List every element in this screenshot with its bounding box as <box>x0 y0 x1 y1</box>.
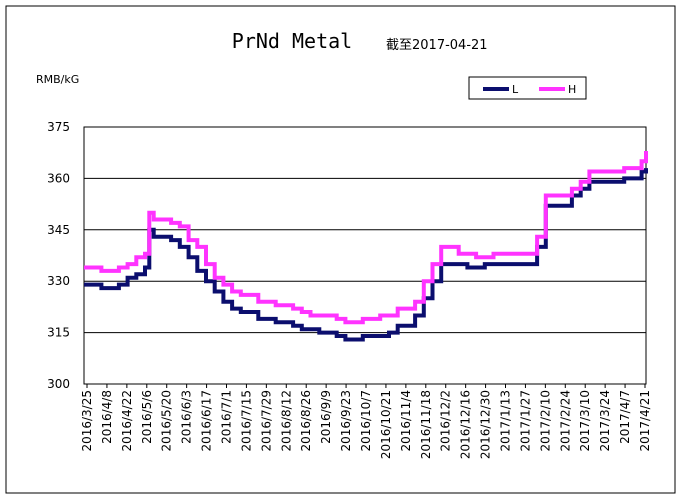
legend: L H <box>468 76 587 100</box>
x-tick-label: 2016/9/23 <box>339 390 353 452</box>
x-tick-label: 2016/4/22 <box>120 390 134 452</box>
chart-subtitle: 截至2017-04-21 <box>386 38 488 53</box>
x-tick-label: 2016/3/25 <box>80 390 94 452</box>
gridlines <box>84 177 646 334</box>
x-tick-label: 2017/2/24 <box>558 390 572 452</box>
y-axis-ticks: 375 360 345 330 315 300 <box>47 120 70 391</box>
x-tick-label: 2017/1/13 <box>499 390 513 452</box>
series-line-h <box>84 151 648 325</box>
legend-box <box>468 76 587 100</box>
x-tick-label: 2016/7/1 <box>220 390 234 444</box>
x-tick-label: 2017/4/7 <box>618 390 632 444</box>
legend-label-h: H <box>568 83 576 96</box>
y-tick-label: 330 <box>47 274 70 288</box>
x-tick-label: 2017/3/10 <box>578 390 592 452</box>
x-tick-label: 2017/2/10 <box>538 390 552 452</box>
series-lines <box>84 151 648 342</box>
x-tick-label: 2016/5/20 <box>160 390 174 452</box>
x-tick-label: 2016/6/17 <box>200 390 214 452</box>
x-tick-label: 2016/12/2 <box>439 390 453 452</box>
x-tick-label: 2016/11/4 <box>399 390 413 452</box>
x-tick-label: 2016/12/30 <box>479 390 493 459</box>
x-tick-label: 2017/1/27 <box>518 390 532 452</box>
y-tick-label: 360 <box>47 171 70 185</box>
chart-title: PrNd Metal <box>232 29 352 53</box>
y-axis-unit-label: RMB/kG <box>36 73 79 86</box>
y-tick-label: 345 <box>47 223 70 237</box>
y-tick-label: 315 <box>47 326 70 340</box>
legend-label-l: L <box>512 83 519 96</box>
x-tick-label: 2016/8/12 <box>279 390 293 452</box>
x-tick-label: 2016/6/3 <box>180 390 194 444</box>
y-tick-label: 375 <box>47 120 70 134</box>
x-tick-label: 2016/5/6 <box>140 390 154 444</box>
x-tick-label: 2016/9/9 <box>319 390 333 444</box>
plot-area <box>83 126 647 385</box>
x-tick-label: 2016/10/21 <box>379 390 393 459</box>
x-tick-label: 2016/12/16 <box>459 390 473 459</box>
x-tick-label: 2017/4/21 <box>638 390 652 452</box>
x-tick-label: 2016/8/26 <box>299 390 313 452</box>
series-line-l <box>84 168 648 342</box>
x-tick-label: 2016/7/29 <box>259 390 273 452</box>
x-tick-label: 2017/3/24 <box>598 390 612 452</box>
x-tick-label: 2016/11/18 <box>419 390 433 459</box>
y-tick-label: 300 <box>47 377 70 391</box>
x-tick-label: 2016/4/8 <box>100 390 114 444</box>
x-axis-ticks: 2016/3/25 2016/4/8 2016/4/22 2016/5/6 2016/5… <box>80 384 652 459</box>
x-tick-label: 2016/10/7 <box>359 390 373 452</box>
x-tick-label: 2016/7/15 <box>239 390 253 452</box>
